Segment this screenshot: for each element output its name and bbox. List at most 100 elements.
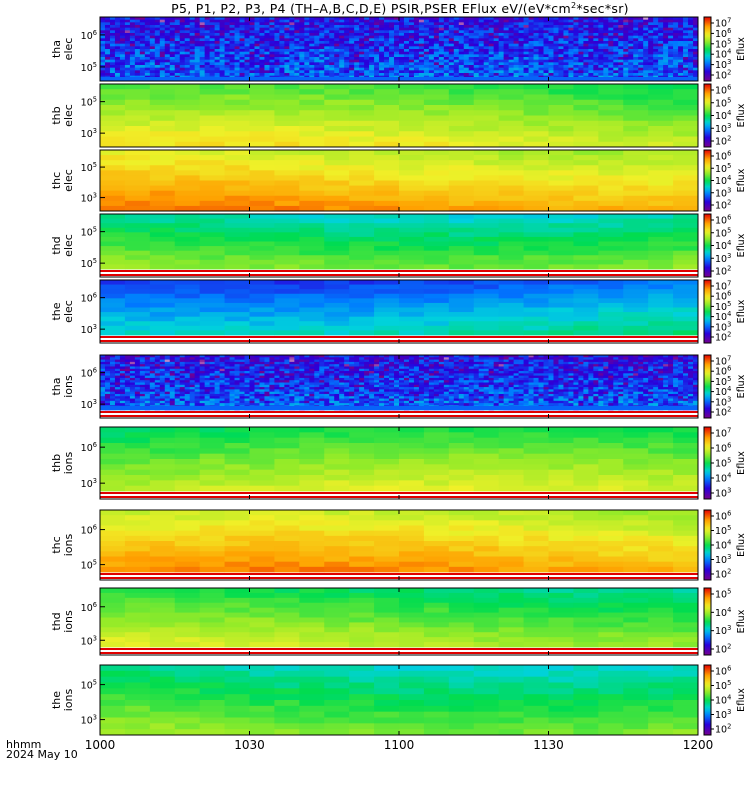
heatmap-cell xyxy=(199,398,206,402)
heatmap-cell xyxy=(244,65,250,69)
heatmap-cell xyxy=(553,35,559,39)
heatmap-cell xyxy=(563,35,569,39)
heatmap-cell xyxy=(269,43,275,47)
heatmap-cell xyxy=(139,377,146,381)
heatmap-cell xyxy=(603,30,609,34)
heatmap-cell xyxy=(164,400,171,404)
heatmap-cell xyxy=(299,284,325,290)
heatmap-cells xyxy=(100,150,699,212)
heatmap-cell xyxy=(209,375,216,379)
heatmap-cell xyxy=(568,62,574,66)
heatmap-cell xyxy=(433,51,440,55)
heatmap-cell xyxy=(204,54,211,58)
heatmap-cell xyxy=(423,110,450,116)
heatmap-cell xyxy=(413,35,420,39)
heatmap-cell xyxy=(139,65,146,69)
heatmap-cell xyxy=(259,17,265,21)
heatmap-cell xyxy=(154,70,161,74)
heatmap-cell xyxy=(578,59,584,63)
heatmap-cell xyxy=(369,59,375,63)
heatmap-cell xyxy=(274,205,300,212)
heatmap-cell xyxy=(139,41,146,45)
heatmap-cell xyxy=(598,27,604,31)
heatmap-cell xyxy=(209,33,216,37)
heatmap-cell xyxy=(448,57,455,61)
heatmap-cell xyxy=(179,380,186,383)
heatmap-cell xyxy=(648,62,654,66)
heatmap-cell xyxy=(254,364,260,367)
heatmap-cell xyxy=(299,84,325,90)
heatmap-cell xyxy=(139,25,146,29)
heatmap-cell xyxy=(154,384,161,388)
heatmap-cell xyxy=(503,33,510,37)
heatmap-cell xyxy=(548,120,574,127)
heatmap-cell xyxy=(468,51,475,55)
heatmap-cell xyxy=(324,99,350,106)
heatmap-cell xyxy=(508,17,515,21)
heatmap-cell xyxy=(199,84,225,90)
heatmap-cell xyxy=(224,264,250,270)
heatmap-cell xyxy=(249,120,275,127)
heatmap-cell xyxy=(663,30,669,34)
heatmap-cell xyxy=(568,73,574,77)
heatmap-cell xyxy=(149,264,176,270)
heatmap-cell xyxy=(204,27,211,31)
heatmap-cell xyxy=(134,371,141,374)
heatmap-cell xyxy=(174,246,201,252)
heatmap-cell xyxy=(224,355,230,358)
heatmap-cell xyxy=(149,380,156,383)
heatmap-cell xyxy=(294,49,300,53)
heatmap-cell xyxy=(533,73,539,77)
heatmap-cell xyxy=(129,22,136,26)
heatmap-cell xyxy=(548,43,554,47)
heatmap-cell xyxy=(673,227,699,233)
heatmap-cell xyxy=(100,298,126,304)
heatmap-cell xyxy=(663,59,669,63)
heatmap-cell xyxy=(408,17,415,21)
heatmap-cell xyxy=(234,59,240,63)
heatmap-cell xyxy=(508,33,515,37)
heatmap-cell xyxy=(199,330,225,336)
heatmap-cell xyxy=(523,27,529,31)
heatmap-cell xyxy=(144,43,151,47)
heatmap-cell xyxy=(184,403,191,406)
heatmap-cell xyxy=(114,355,121,358)
heatmap-cell xyxy=(573,280,599,285)
heatmap-cell xyxy=(349,284,375,290)
heatmap-cell xyxy=(453,70,460,74)
heatmap-cell xyxy=(114,366,121,370)
heatmap-cell xyxy=(134,35,141,39)
heatmap-cell xyxy=(693,51,699,55)
heatmap-cell xyxy=(294,70,300,74)
heatmap-cell xyxy=(374,321,400,327)
heatmap-cell xyxy=(623,136,649,143)
heatmap-cell xyxy=(194,387,201,390)
heatmap-cell xyxy=(114,373,121,377)
heatmap-cell xyxy=(433,22,440,26)
heatmap-cell xyxy=(169,30,176,34)
heatmap-cell xyxy=(194,25,201,29)
heatmap-cell xyxy=(458,67,465,71)
heatmap-cell xyxy=(254,368,260,372)
heatmap-cell xyxy=(399,200,425,207)
heatmap-cell xyxy=(314,49,320,53)
heatmap-cell xyxy=(119,382,126,386)
heatmap-cell xyxy=(653,49,659,53)
heatmap-cell xyxy=(214,389,220,393)
heatmap-cell xyxy=(389,33,395,37)
heatmap-cell xyxy=(254,38,260,42)
heatmap-cell xyxy=(623,67,629,71)
heatmap-cell xyxy=(199,105,225,111)
heatmap-cell xyxy=(144,371,151,374)
heatmap-cell xyxy=(389,38,395,42)
heatmap-cell xyxy=(179,355,186,358)
heatmap-cell xyxy=(433,46,440,50)
heatmap-cell xyxy=(463,57,470,61)
heatmap-cell xyxy=(433,54,440,58)
heatmap-cell xyxy=(119,33,126,37)
heatmap-cell xyxy=(154,22,161,26)
heatmap-cell xyxy=(169,67,176,71)
heatmap-cell xyxy=(658,65,664,69)
heatmap-cell xyxy=(543,57,549,61)
heatmap-cell xyxy=(114,51,121,55)
